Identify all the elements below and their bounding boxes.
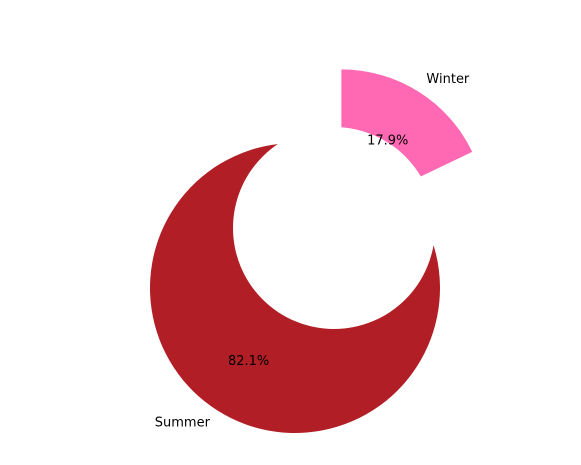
donut-hole [233, 127, 435, 329]
slice-label-winter: Winter [426, 72, 470, 87]
percent-label-winter: 17.9% [367, 133, 408, 148]
slice-label-summer: Summer [155, 415, 211, 430]
percent-label-summer: 82.1% [228, 354, 269, 369]
